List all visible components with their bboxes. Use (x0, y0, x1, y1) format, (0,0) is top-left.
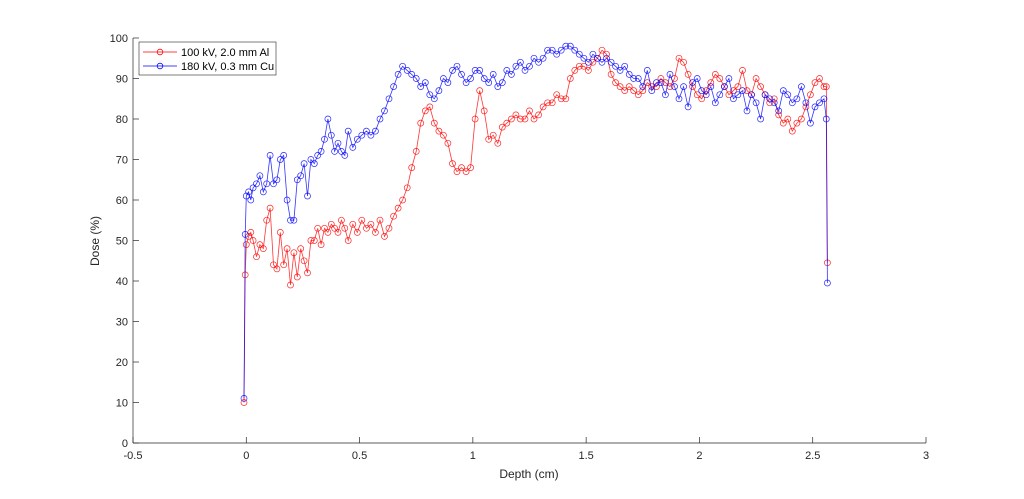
legend-entry-1: 100 kV, 2.0 mm Al (181, 47, 269, 59)
x-tick-label: 0.5 (352, 450, 367, 462)
y-tick-label: 50 (116, 236, 128, 248)
y-tick-label: 100 (110, 33, 128, 45)
y-tick-label: 30 (116, 317, 128, 329)
y-tick-label: 10 (116, 398, 128, 410)
y-tick-label: 80 (116, 114, 128, 126)
y-tick-label: 40 (116, 276, 128, 288)
x-tick-label: 1 (470, 450, 476, 462)
legend: 100 kV, 2.0 mm Al 180 kV, 0.3 mm Cu (138, 41, 277, 76)
x-tick-label: 3 (923, 450, 929, 462)
series-layer (240, 42, 831, 406)
x-tick-label: 1.5 (578, 450, 593, 462)
x-tick-label: -0.5 (124, 450, 143, 462)
plot-area (133, 38, 926, 443)
y-tick-label: 20 (116, 357, 128, 369)
x-tick-label: 2 (696, 450, 702, 462)
legend-entry-2: 180 kV, 0.3 mm Cu (181, 61, 274, 73)
y-tick-label: 70 (116, 155, 128, 167)
x-axis-label: Depth (cm) (499, 467, 558, 481)
y-tick-label: 60 (116, 195, 128, 207)
y-axis-label: Dose (%) (88, 216, 102, 266)
x-tick-label: 0 (243, 450, 249, 462)
series-2 (240, 42, 831, 402)
y-tick-label: 0 (122, 438, 128, 450)
legend-marker-circle-icon (156, 48, 164, 56)
legend-marker-circle-icon (156, 62, 164, 70)
x-tick-label: 2.5 (805, 450, 820, 462)
y-tick-label: 90 (116, 74, 128, 86)
